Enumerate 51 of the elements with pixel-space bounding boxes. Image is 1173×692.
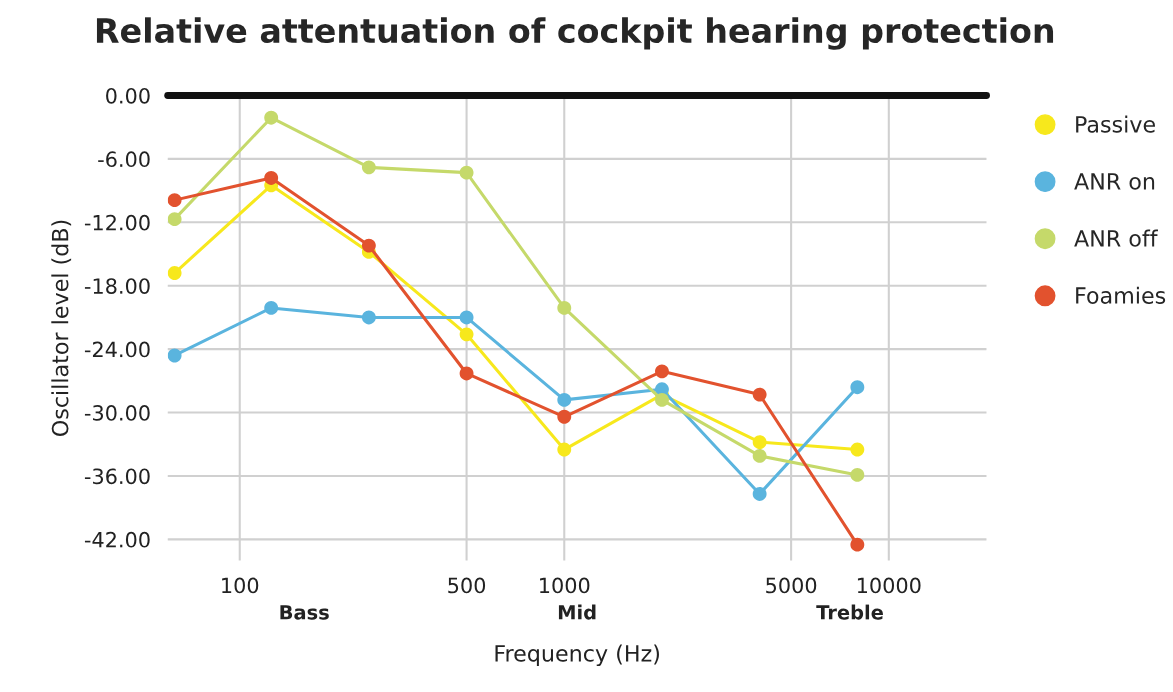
y-tick-label: -30.00 — [84, 405, 150, 421]
text: Bass — [280, 605, 329, 620]
point — [361, 160, 376, 175]
y-tick-label: -36.00 — [84, 468, 150, 485]
y-tick-label: -24.00 — [84, 341, 150, 358]
legend-label: Foamies — [1076, 286, 1166, 304]
point — [264, 110, 279, 125]
point — [264, 170, 279, 185]
point — [167, 348, 182, 363]
text: Treble — [816, 604, 883, 620]
point — [361, 310, 376, 325]
point — [752, 387, 767, 402]
chart-title: Relative attentuation of cockpit hearing protection — [96, 17, 1054, 50]
point — [752, 448, 767, 463]
y-tick-label: 0.00 — [106, 87, 150, 104]
point — [850, 467, 865, 482]
point — [850, 537, 865, 552]
legend-label: ANR on — [1074, 173, 1155, 190]
y-tick-label: -42.00 — [84, 531, 150, 548]
y-tick-label: -6.00 — [98, 151, 150, 168]
point — [752, 435, 767, 450]
legend-label: Passive — [1076, 115, 1155, 133]
y-axis-title: Oscillator level (dB) — [51, 220, 72, 437]
point — [752, 486, 767, 501]
point — [850, 380, 865, 395]
point — [557, 392, 572, 407]
x-tick-label: 10000 — [857, 577, 921, 594]
text: Mid — [558, 604, 596, 620]
x-tick-label: 1000 — [540, 577, 590, 594]
point — [459, 366, 474, 381]
point — [167, 193, 182, 208]
y-tick-label: -12.00 — [84, 214, 150, 231]
point — [557, 442, 572, 457]
point — [459, 310, 474, 325]
point — [557, 300, 572, 315]
x-tick-label: 5000 — [766, 577, 817, 594]
point — [459, 165, 474, 180]
point — [557, 409, 572, 424]
point — [655, 392, 669, 407]
x-tick-label: 500 — [448, 577, 486, 594]
point — [655, 364, 669, 379]
point — [167, 266, 182, 280]
point — [850, 442, 865, 457]
point — [459, 327, 474, 342]
point — [361, 238, 376, 253]
point — [264, 300, 279, 315]
legend-label: ANR off — [1074, 229, 1158, 247]
x-tick-label: 100 — [222, 577, 259, 594]
y-tick-label: -18.00 — [84, 278, 150, 294]
x-axis-title: Frequency (Hz) — [495, 644, 659, 667]
point — [167, 212, 182, 227]
